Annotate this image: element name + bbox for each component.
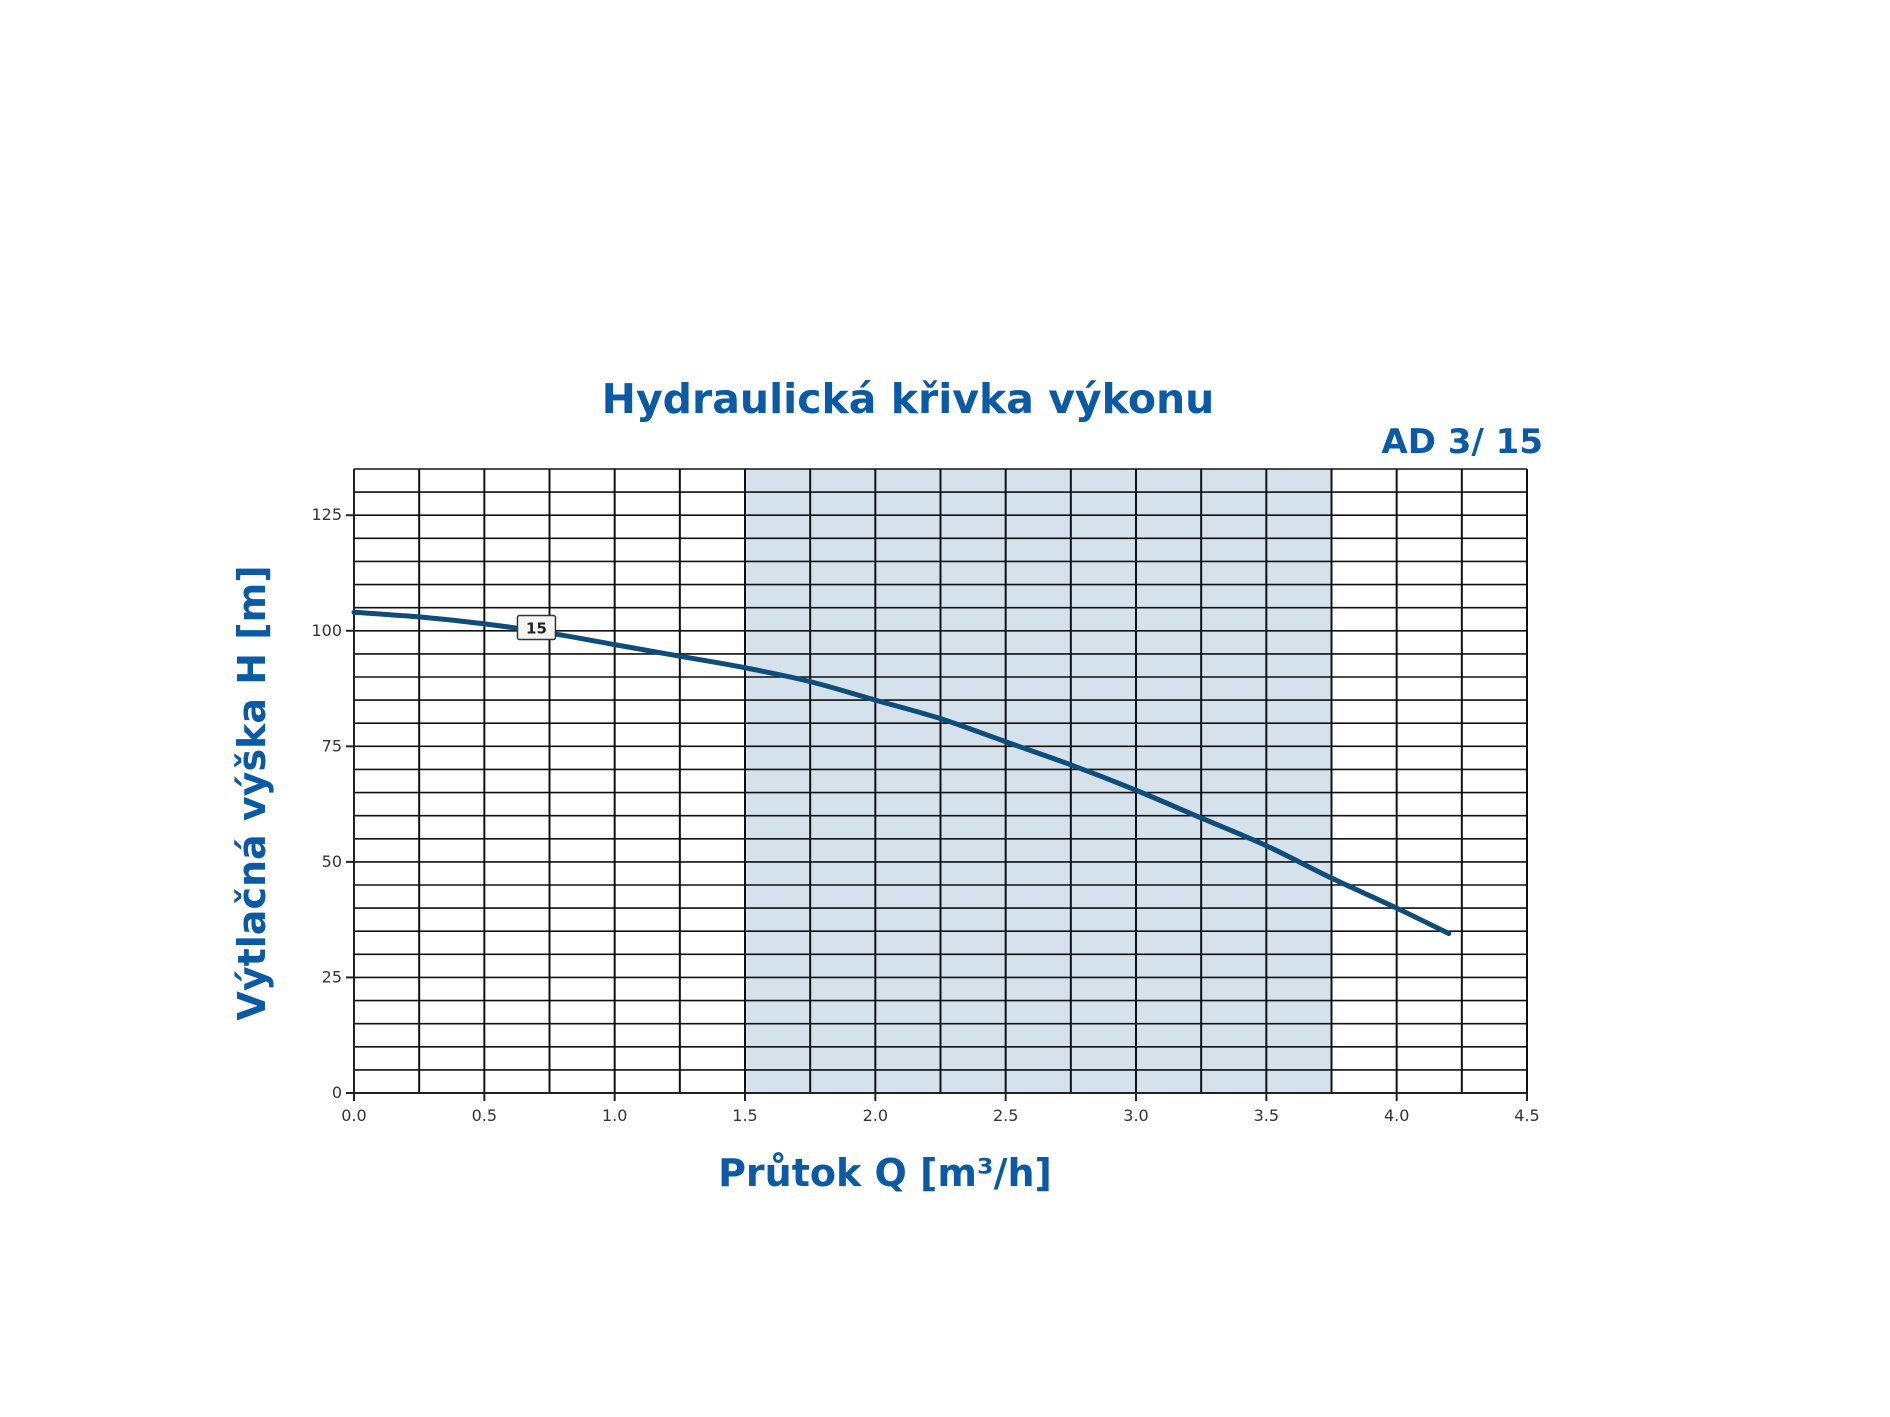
x-axis-label: Průtok Q [m³/h] — [718, 1151, 1052, 1195]
x-tick-label: 3.0 — [1123, 1106, 1148, 1125]
series: 15 — [351, 609, 1452, 937]
recommended-range-band — [745, 469, 1332, 1093]
x-tick-labels: 0.0 0.5 1.0 1.5 2.0 2.5 3.0 3.5 4.0 4.5 — [341, 1106, 1539, 1125]
y-tick-label: 0 — [332, 1083, 342, 1102]
y-tick-label: 100 — [311, 621, 342, 640]
x-tick-label: 0.5 — [472, 1106, 497, 1125]
x-tick-label: 0.0 — [341, 1106, 366, 1125]
series-label-box — [516, 614, 557, 641]
x-tick-label: 3.5 — [1254, 1106, 1279, 1125]
y-tick-label: 25 — [322, 967, 342, 986]
chart-title: Hydraulická křivka výkonu — [602, 375, 1215, 423]
y-tick-labels: 0 25 50 75 100 125 — [311, 505, 342, 1102]
series-label: 15 — [526, 619, 547, 637]
x-tick-label: 2.0 — [863, 1106, 888, 1125]
axes — [346, 469, 1528, 1101]
x-tick-label: 4.0 — [1384, 1106, 1409, 1125]
y-tick-label: 75 — [322, 736, 342, 755]
grid — [353, 468, 1528, 1094]
x-tick-label: 1.5 — [732, 1106, 757, 1125]
y-tick-label: 125 — [311, 505, 342, 524]
y-tick-label: 50 — [322, 852, 342, 871]
x-tick-label: 1.0 — [602, 1106, 627, 1125]
chart-subtitle: AD 3/ 15 — [1381, 422, 1543, 462]
x-tick-label: 4.5 — [1514, 1106, 1539, 1125]
x-tick-label: 2.5 — [993, 1106, 1018, 1125]
y-axis-label: Výtlačná výška H [m] — [230, 565, 274, 1020]
